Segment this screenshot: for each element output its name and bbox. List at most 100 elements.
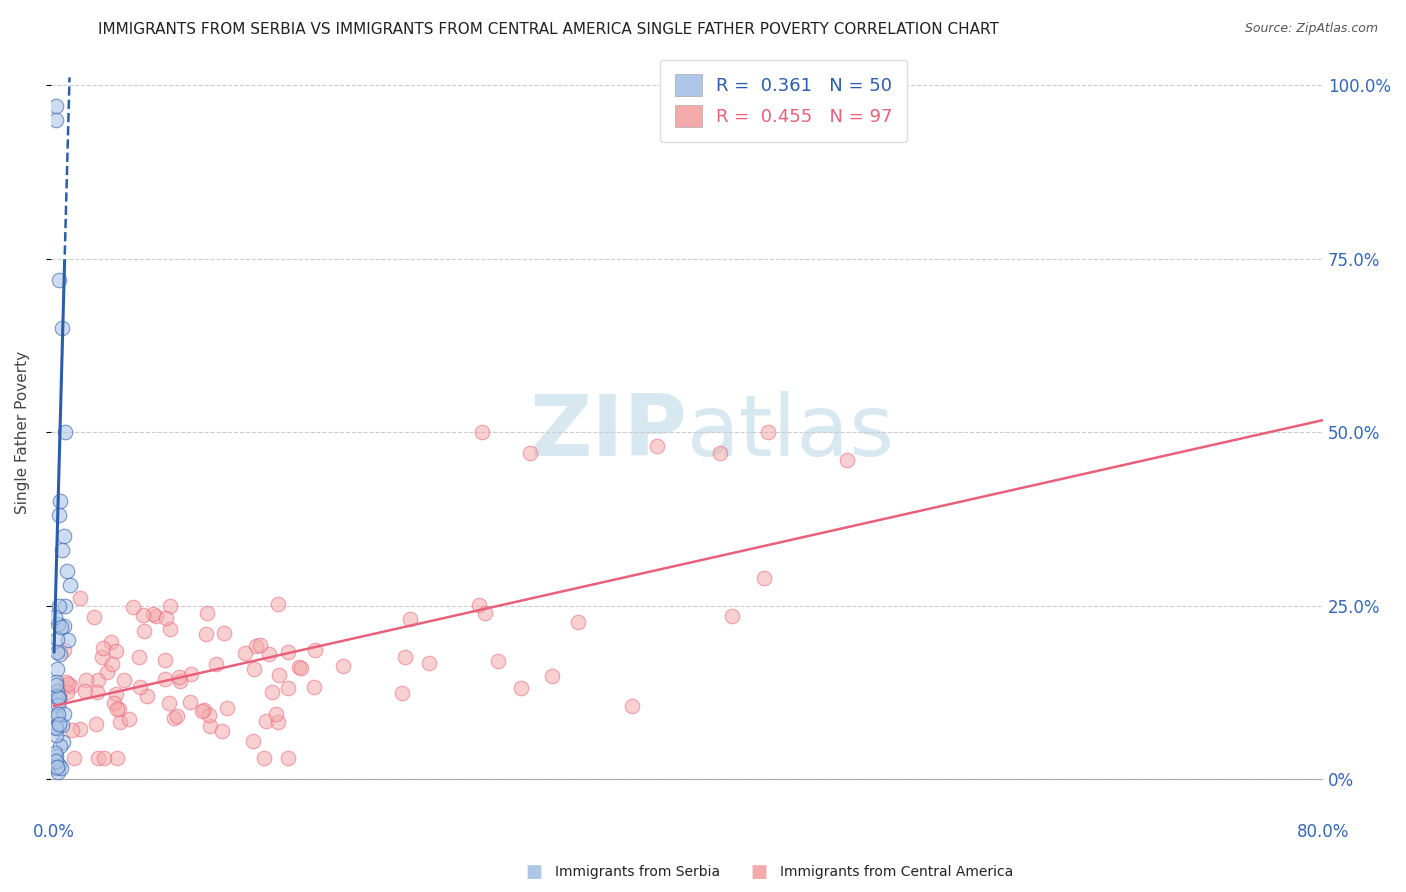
Point (44, 718, 66, 732)
Text: Source: ZipAtlas.com: Source: ZipAtlas.com (1244, 22, 1378, 36)
Point (191, 704, 214, 718)
Y-axis label: Single Father Poverty: Single Father Poverty (15, 351, 30, 514)
Point (105, 687, 128, 701)
Point (242, 734, 264, 748)
Point (45, 690, 67, 704)
Point (288, 660, 311, 674)
Point (837, 453, 859, 467)
Point (519, 446, 541, 460)
Point (193, 703, 215, 717)
Point (49, 494, 72, 508)
Point (46, 690, 69, 705)
Point (49, 685, 72, 699)
Point (107, 702, 129, 716)
Point (107, 751, 129, 765)
Point (197, 606, 219, 620)
Point (44, 609, 66, 624)
Point (721, 608, 744, 623)
Point (49, 620, 72, 634)
Point (52, 529, 75, 543)
Point (277, 645, 299, 659)
Point (142, 607, 165, 621)
Point (277, 681, 299, 695)
Point (45, 675, 67, 690)
Point (567, 615, 589, 629)
Point (46, 645, 69, 659)
Point (45, 709, 67, 723)
Point (51, 543, 73, 558)
Point (45, 728, 67, 742)
Point (87, 673, 110, 687)
Point (243, 662, 266, 676)
Point (332, 659, 354, 673)
Point (260, 684, 283, 698)
Point (257, 647, 280, 661)
Point (93, 751, 115, 765)
Point (645, 439, 668, 453)
Point (245, 639, 267, 653)
Point (53, 425, 76, 439)
Text: Immigrants from Central America: Immigrants from Central America (780, 865, 1014, 880)
Point (49, 760, 72, 774)
Point (48, 717, 70, 731)
Point (91, 641, 114, 656)
Point (84, 716, 107, 731)
Point (48, 758, 70, 772)
Point (253, 751, 276, 765)
Point (709, 446, 731, 460)
Point (51, 321, 73, 335)
Text: IMMIGRANTS FROM SERBIA VS IMMIGRANTS FROM CENTRAL AMERICA SINGLE FATHER POVERTY : IMMIGRANTS FROM SERBIA VS IMMIGRANTS FRO… (98, 22, 1000, 37)
Point (398, 612, 420, 626)
Point (59, 578, 82, 592)
Point (122, 600, 145, 615)
Point (69, 722, 91, 736)
Text: ■: ■ (526, 863, 543, 881)
Point (62, 723, 84, 737)
Text: ZIP: ZIP (529, 391, 688, 474)
Point (153, 653, 176, 667)
Point (49, 739, 72, 753)
Legend: R =  0.361   N = 50, R =  0.455   N = 97: R = 0.361 N = 50, R = 0.455 N = 97 (659, 60, 907, 142)
Point (166, 708, 188, 723)
Point (46, 711, 69, 725)
Point (155, 611, 177, 625)
Point (474, 606, 496, 620)
Point (44, 721, 66, 735)
Point (49, 647, 72, 661)
Point (44, 746, 66, 760)
Point (55, 675, 77, 690)
Point (45, 754, 67, 768)
Point (486, 654, 509, 668)
Point (132, 607, 155, 622)
Point (163, 711, 186, 725)
Point (46, 707, 69, 722)
Point (212, 626, 235, 640)
Point (46, 698, 69, 712)
Point (48, 599, 70, 613)
Point (510, 681, 533, 696)
Point (86, 685, 108, 699)
Point (167, 670, 190, 684)
Point (540, 669, 562, 683)
Point (51, 717, 73, 731)
Point (87, 751, 110, 765)
Point (58, 633, 80, 648)
Point (266, 706, 288, 721)
Point (249, 638, 271, 652)
Point (267, 598, 290, 612)
Point (136, 689, 159, 703)
Point (266, 715, 288, 730)
Point (471, 425, 494, 439)
Point (290, 660, 312, 674)
Point (128, 680, 150, 694)
Point (205, 657, 228, 671)
Point (101, 657, 124, 672)
Point (277, 751, 299, 765)
Point (103, 697, 125, 711)
Point (45, 684, 67, 698)
Point (128, 649, 150, 664)
Point (100, 635, 122, 649)
Point (145, 609, 167, 624)
Point (63, 751, 86, 765)
Point (153, 672, 176, 686)
